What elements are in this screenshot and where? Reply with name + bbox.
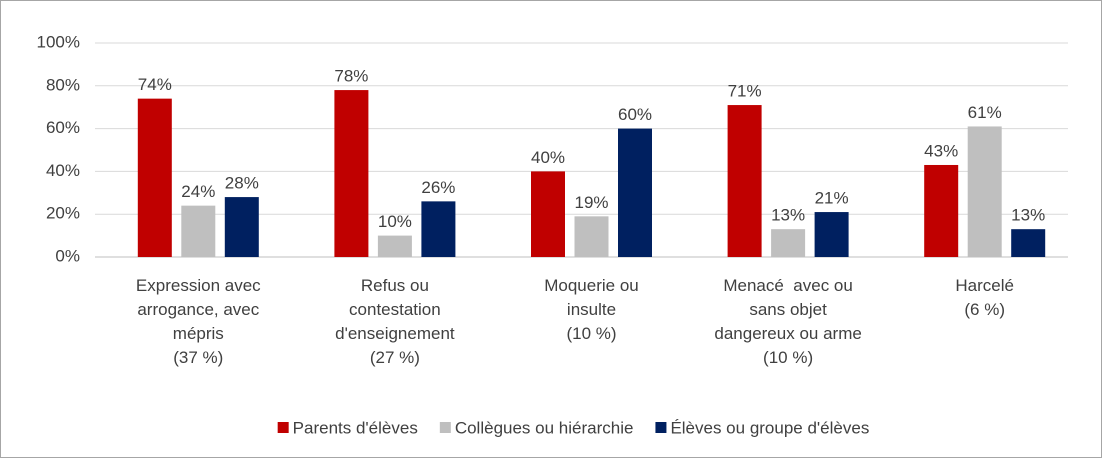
legend: Parents d'élèves Collègues ou hiérarchie É… <box>277 418 869 437</box>
bar <box>924 164 959 257</box>
x-tick-label-line: (27 %) <box>370 348 420 367</box>
x-tick-label-line: mépris <box>173 324 224 343</box>
y-tick-label: 100% <box>37 32 80 51</box>
y-tick-label: 60% <box>46 118 80 137</box>
legend-label: Élèves ou groupe d'élèves <box>670 418 869 437</box>
bar <box>618 128 652 257</box>
x-tick-label-line: Menacé avec ou <box>723 276 852 295</box>
data-label: 61% <box>968 103 1002 122</box>
x-tick-label-line: (37 %) <box>173 348 223 367</box>
data-label: 28% <box>225 174 259 193</box>
x-tick-label-line: (10 %) <box>763 348 813 367</box>
x-tick-label: Moquerie ou insulte (10 %) <box>544 276 639 343</box>
bar <box>224 197 259 257</box>
data-label: 24% <box>181 182 215 201</box>
legend-swatch <box>277 422 289 433</box>
legend-swatch <box>655 422 667 433</box>
x-tick-label-line: (6 %) <box>964 300 1005 319</box>
bar <box>771 229 806 257</box>
x-tick-label-line: arrogance, avec <box>137 300 259 319</box>
x-tick-label-line: Refus ou <box>361 276 429 295</box>
y-tick-label: 20% <box>46 204 80 223</box>
data-label: 13% <box>1011 206 1045 225</box>
data-label: 40% <box>531 148 565 167</box>
data-label: 74% <box>138 75 172 94</box>
bar <box>967 126 1002 258</box>
bar <box>574 216 609 257</box>
bar <box>334 90 369 257</box>
y-tick-label: 0% <box>55 246 80 265</box>
x-tick-label: Expression avec arrogance, avec mépris (37 … <box>136 276 261 367</box>
data-label: 60% <box>618 105 652 124</box>
bar <box>181 205 216 257</box>
x-tick-label-line: Expression avec <box>136 276 261 295</box>
legend-label: Parents d'élèves <box>293 418 418 437</box>
bar <box>421 201 456 257</box>
data-label: 26% <box>421 178 455 197</box>
data-label: 13% <box>771 206 805 225</box>
x-tick-label-line: Harcelé <box>955 276 1014 295</box>
y-tick-label: 80% <box>46 75 80 94</box>
bar <box>1011 229 1046 257</box>
data-label: 78% <box>334 67 368 86</box>
data-label: 21% <box>815 189 849 208</box>
data-label: 10% <box>378 212 412 231</box>
legend-swatch <box>439 422 451 433</box>
x-tick-label-line: sans objet <box>749 300 827 319</box>
data-label: 19% <box>574 193 608 212</box>
data-label: 43% <box>924 141 958 160</box>
x-tick-label-line: d'enseignement <box>335 324 455 343</box>
legend-label: Collègues ou hiérarchie <box>455 418 634 437</box>
data-label: 71% <box>728 82 762 101</box>
x-tick-label-line: Moquerie ou <box>544 276 639 295</box>
bar <box>531 171 565 257</box>
x-tick-label-line: (10 %) <box>566 324 616 343</box>
x-tick-label: Harcelé (6 %) <box>955 276 1014 319</box>
bar <box>727 105 762 257</box>
x-tick-label: Refus ou contestation d'enseignement (27 %) <box>335 276 455 367</box>
x-tick-label: Menacé avec ou sans objet dangereux ou arm… <box>714 276 861 367</box>
x-tick-label-line: contestation <box>349 300 441 319</box>
bar <box>377 235 412 257</box>
x-tick-label-line: insulte <box>567 300 616 319</box>
y-tick-label: 40% <box>46 161 80 180</box>
x-tick-label-line: dangereux ou arme <box>714 324 861 343</box>
bar <box>814 212 849 257</box>
bar <box>137 98 172 257</box>
